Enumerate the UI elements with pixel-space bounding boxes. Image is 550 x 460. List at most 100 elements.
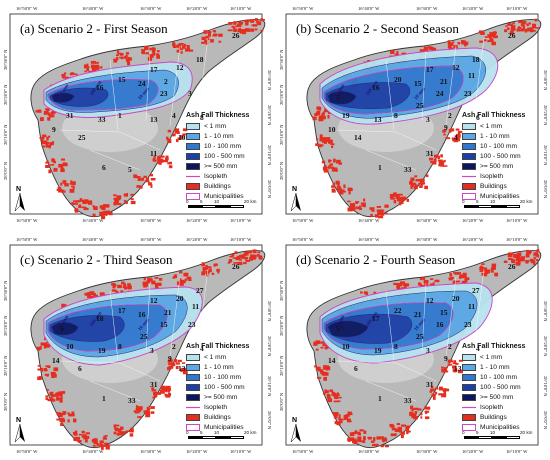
legend-item-municipalities: Municipalities bbox=[462, 422, 542, 432]
building-mark bbox=[105, 204, 110, 207]
building-mark bbox=[45, 142, 49, 147]
building-mark bbox=[442, 370, 447, 373]
building-mark bbox=[153, 394, 158, 398]
building-mark bbox=[319, 137, 325, 142]
building-mark bbox=[91, 68, 97, 73]
building-mark bbox=[44, 368, 47, 371]
building-mark bbox=[357, 436, 362, 440]
scale-segment bbox=[506, 436, 520, 439]
building-mark bbox=[128, 57, 132, 60]
building-mark bbox=[205, 35, 208, 39]
building-mark bbox=[125, 201, 128, 205]
coord-left-label: 28°20'0" N bbox=[3, 315, 8, 336]
building-mark bbox=[479, 40, 484, 43]
building-mark bbox=[354, 201, 360, 203]
municipality-number: 24 bbox=[138, 79, 146, 88]
building-mark bbox=[484, 36, 490, 38]
legend-item-municipalities: Municipalities bbox=[462, 191, 542, 201]
building-mark bbox=[218, 33, 223, 37]
scale-segment bbox=[464, 436, 478, 439]
building-mark bbox=[393, 199, 397, 204]
building-mark bbox=[94, 61, 99, 64]
building-mark bbox=[201, 271, 206, 276]
legend-item-buildings: Buildings bbox=[186, 412, 266, 422]
legend-swatch bbox=[462, 152, 476, 160]
scale-tick-label: 5 bbox=[200, 199, 203, 204]
building-mark bbox=[503, 260, 508, 263]
legend-label: 10 - 100 mm bbox=[480, 142, 518, 150]
building-mark bbox=[315, 138, 319, 141]
building-mark bbox=[183, 280, 186, 284]
municipality-number: 13 bbox=[178, 364, 186, 373]
legend-swatch bbox=[462, 142, 476, 150]
municipality-number: 23 bbox=[464, 89, 472, 98]
building-mark bbox=[227, 261, 231, 264]
coord-right-label: 28°0'0" N bbox=[543, 411, 548, 430]
building-mark bbox=[347, 437, 352, 442]
building-mark bbox=[83, 207, 88, 210]
building-mark bbox=[51, 141, 55, 145]
legend-title: Ash Fall Thickness bbox=[462, 112, 526, 119]
building-mark bbox=[335, 168, 338, 172]
building-mark bbox=[203, 30, 208, 34]
building-mark bbox=[157, 392, 161, 395]
building-mark bbox=[335, 183, 341, 185]
legend-label: Isopleth bbox=[480, 172, 504, 180]
coord-top-label: 16°20'0" W bbox=[462, 6, 484, 11]
map-svg: 16°50'0" W 16°40'0" W 16°30'0" W 16°20'0" W… bbox=[3, 6, 272, 223]
building-mark bbox=[454, 272, 459, 275]
building-mark bbox=[86, 67, 90, 72]
building-mark bbox=[111, 289, 116, 292]
building-mark bbox=[328, 159, 331, 163]
building-mark bbox=[484, 271, 489, 274]
building-mark bbox=[507, 27, 510, 31]
building-mark bbox=[213, 30, 217, 33]
coord-bottom-label: 16°30'0" W bbox=[140, 449, 162, 454]
municipality-number: 27 bbox=[196, 286, 204, 295]
building-mark bbox=[409, 180, 413, 183]
building-mark bbox=[491, 264, 496, 268]
building-mark bbox=[167, 359, 173, 363]
building-mark bbox=[350, 205, 355, 208]
scale-segment bbox=[216, 436, 230, 439]
legend-title: Ash Fall Thickness bbox=[186, 343, 250, 350]
building-mark bbox=[323, 169, 329, 173]
building-mark bbox=[152, 50, 156, 55]
municipality-number: 8 bbox=[118, 342, 122, 351]
building-mark bbox=[82, 434, 87, 438]
building-mark bbox=[260, 29, 264, 32]
building-mark bbox=[452, 365, 457, 369]
coord-top-label: 16°10'0" W bbox=[230, 237, 252, 242]
building-mark bbox=[377, 210, 381, 213]
coord-bottom-label: 16°30'0" W bbox=[416, 449, 438, 454]
scale-segment bbox=[478, 436, 492, 439]
legend-item: 100 - 500 mm bbox=[186, 151, 266, 161]
building-mark bbox=[441, 366, 444, 369]
coord-right-label: 28°10'0" N bbox=[543, 145, 548, 166]
building-mark bbox=[165, 155, 169, 159]
building-mark bbox=[361, 202, 366, 207]
building-mark bbox=[534, 18, 537, 22]
building-mark bbox=[180, 368, 183, 373]
building-mark bbox=[312, 116, 317, 121]
building-mark bbox=[43, 343, 48, 347]
legend-label: < 1 mm bbox=[480, 353, 503, 361]
coord-top-label: 16°10'0" W bbox=[230, 6, 252, 11]
building-mark bbox=[105, 210, 111, 213]
building-mark bbox=[74, 209, 79, 213]
municipality-number: 6 bbox=[354, 364, 358, 373]
building-mark bbox=[135, 405, 138, 409]
legend-item: 1 - 10 mm bbox=[186, 362, 266, 372]
building-mark bbox=[238, 21, 244, 25]
building-mark bbox=[171, 134, 176, 137]
building-mark bbox=[442, 388, 447, 392]
coord-bottom-label: 16°40'0" W bbox=[358, 218, 380, 223]
building-mark bbox=[323, 165, 327, 169]
building-mark bbox=[207, 32, 211, 37]
building-mark bbox=[393, 192, 397, 197]
building-mark bbox=[117, 430, 122, 433]
building-mark bbox=[114, 201, 119, 204]
map-svg: 16°50'0" W 16°40'0" W 16°30'0" W 16°20'0" W… bbox=[279, 237, 548, 454]
municipality-number: 16 bbox=[96, 83, 104, 92]
building-mark bbox=[438, 393, 443, 396]
